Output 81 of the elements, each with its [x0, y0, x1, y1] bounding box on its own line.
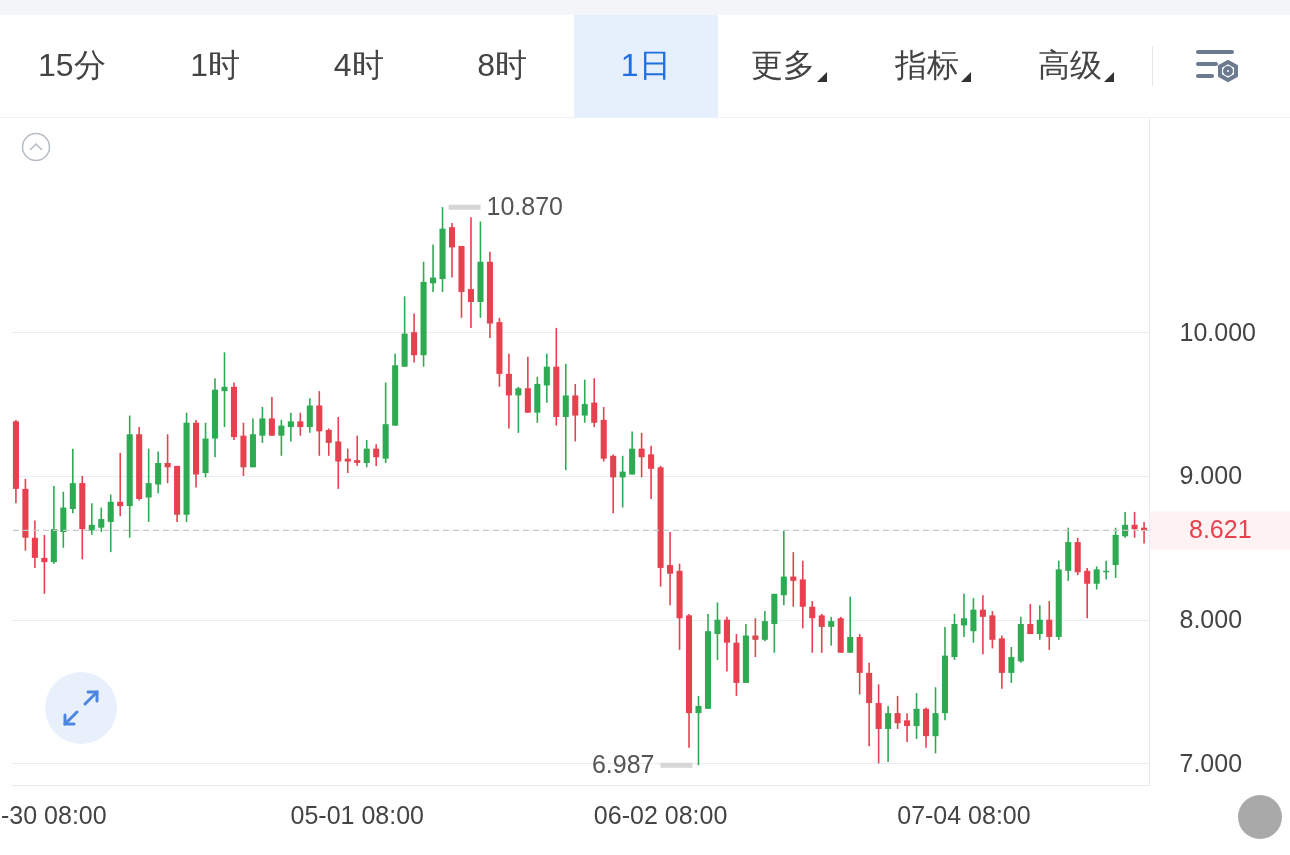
candlestick: [107, 493, 114, 553]
candlestick: [648, 444, 655, 500]
annotation: 6.987: [591, 750, 655, 779]
candlestick: [88, 502, 95, 536]
y-tick-label: 10.000: [1179, 317, 1256, 346]
candlestick: [1131, 511, 1138, 539]
text: 高级: [1038, 46, 1103, 85]
candlestick: [259, 406, 266, 444]
text: 8时: [477, 46, 528, 85]
candlestick: [145, 447, 152, 523]
candlestick: [287, 411, 294, 443]
candlestick: [448, 222, 456, 279]
candlestick: [1046, 600, 1053, 651]
candlestick: [790, 551, 797, 608]
candlestick: [581, 378, 588, 424]
candlestick: [297, 411, 304, 437]
y-tick-label: 9.000: [1179, 461, 1243, 490]
candlestick: [515, 386, 522, 434]
ref-line-label: 8.621: [1189, 515, 1252, 544]
text: 1日: [620, 46, 671, 85]
text: 15分: [37, 46, 106, 85]
candlestick: [562, 363, 569, 471]
candlestick: [98, 506, 105, 533]
candlestick: [885, 705, 892, 763]
candlestick: [268, 396, 275, 437]
candlestick: [1093, 565, 1100, 591]
candlestick: [278, 419, 285, 457]
candlestick: [467, 216, 475, 329]
candlestick: [306, 397, 313, 434]
candlestick: [979, 594, 986, 655]
candlestick: [572, 383, 579, 443]
candlestick: [505, 352, 512, 430]
candlestick: [723, 616, 730, 673]
candlestick: [31, 519, 38, 569]
candlestick: [354, 434, 361, 467]
candlestick: [960, 593, 967, 638]
candlestick: [335, 416, 342, 490]
candlestick: [932, 686, 939, 755]
x-tick-label: -30 08:00: [1, 800, 107, 829]
text: 1时: [190, 46, 241, 85]
candlestick: [828, 616, 835, 647]
candlestick: [904, 712, 911, 743]
y-tick-label: 8.000: [1179, 605, 1243, 634]
candlestick: [117, 452, 124, 517]
candlestick: [847, 595, 854, 654]
candlestick: [221, 351, 228, 428]
candlestick: [344, 447, 351, 474]
candlestick: [752, 617, 759, 658]
candlestick: [155, 450, 162, 494]
text: 4时: [333, 46, 384, 85]
candlestick: [591, 377, 598, 428]
candlestick: [363, 439, 370, 469]
candlestick: [809, 600, 816, 654]
candlestick: [894, 695, 901, 730]
candlestick: [325, 427, 332, 457]
x-tick-label: 07-04 08:00: [897, 800, 1031, 829]
x-tick-label: 06-02 08:00: [593, 800, 728, 829]
candlestick: [164, 433, 171, 484]
candlestick: [41, 534, 48, 595]
text: 指标: [894, 46, 959, 85]
annotation: 10.870: [486, 192, 564, 221]
candlestick: [1084, 567, 1091, 620]
candlestick: [1036, 604, 1043, 641]
candlestick: [411, 312, 418, 364]
candlestick: [970, 597, 977, 644]
candlestick: [695, 695, 702, 767]
candlestick: [543, 352, 550, 404]
y-tick-label: 7.000: [1179, 748, 1243, 777]
candlestick: [638, 432, 645, 479]
candlestick: [1008, 646, 1015, 684]
candlestick: [913, 692, 920, 740]
text: 更多: [751, 46, 816, 85]
candlestick: [373, 443, 380, 467]
candlestick: [1027, 603, 1034, 635]
candlestick: [780, 529, 787, 607]
x-tick-label: 05-01 08:00: [290, 800, 424, 829]
candlestick: [667, 531, 674, 607]
candlestick: [818, 613, 825, 654]
candlestick: [610, 453, 617, 515]
candlestick: [761, 610, 768, 643]
candlestick: [714, 601, 721, 661]
